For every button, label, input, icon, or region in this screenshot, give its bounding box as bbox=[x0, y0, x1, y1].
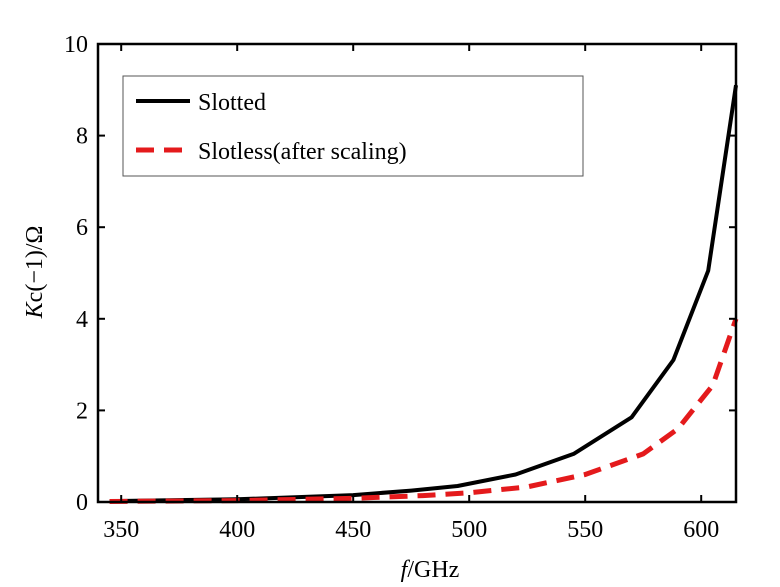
y-tick-label: 8 bbox=[76, 124, 88, 150]
x-tick-label: 450 bbox=[335, 517, 371, 543]
legend-box bbox=[122, 75, 584, 177]
x-tick-label: 350 bbox=[103, 517, 139, 543]
x-tick-label: 550 bbox=[567, 517, 603, 543]
x-axis-title-unit: /GHz bbox=[407, 557, 459, 583]
plot-frame bbox=[96, 42, 738, 504]
x-axis-title: f/GHz bbox=[401, 557, 460, 583]
series-layer bbox=[109, 84, 739, 504]
x-tick-label: 600 bbox=[683, 517, 719, 543]
y-axis-title-unit: c(−1)/Ω bbox=[22, 226, 48, 303]
x-axis-title-var: f bbox=[401, 557, 411, 583]
legend: Slotted Slotless(after scaling) bbox=[122, 75, 584, 177]
ticks-layer: 350 400 450 500 550 600 0 2 4 6 8 10 bbox=[64, 32, 736, 543]
y-axis-title-var: K bbox=[22, 300, 48, 319]
y-tick-label: 6 bbox=[76, 215, 88, 241]
x-tick-label: 500 bbox=[451, 517, 487, 543]
series-line-slotless bbox=[109, 317, 739, 504]
y-axis-title: Kc(−1)/Ω bbox=[22, 226, 48, 320]
y-tick-label: 2 bbox=[76, 398, 88, 424]
y-tick-label: 10 bbox=[64, 32, 88, 58]
y-tick-label: 0 bbox=[76, 490, 88, 516]
legend-label-slotless: Slotless(after scaling) bbox=[198, 139, 407, 165]
y-tick-label: 4 bbox=[76, 307, 88, 333]
legend-label-slotted: Slotted bbox=[198, 90, 266, 116]
series-line-slotted bbox=[109, 84, 738, 504]
x-tick-label: 400 bbox=[219, 517, 255, 543]
